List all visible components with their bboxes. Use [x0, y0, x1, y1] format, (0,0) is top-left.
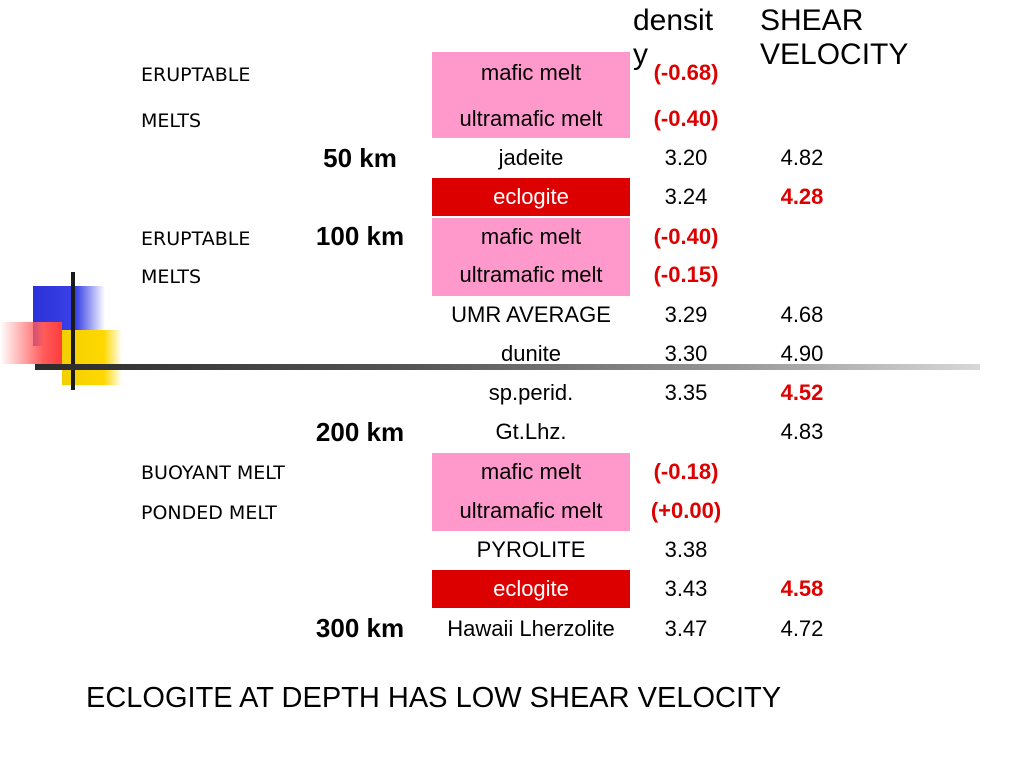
density-cell: 3.29 [664, 302, 708, 327]
density-cell: 3.35 [664, 380, 708, 405]
mineral-cell: Hawaii Lherzolite [447, 616, 615, 641]
note-ponded-melt: PONDED MELT [141, 502, 277, 524]
divider-line [35, 364, 980, 370]
note-eruptable: ERUPTABLE [141, 228, 251, 250]
shear-cell: 4.28 [780, 184, 824, 209]
depth-label-200km: 200 km [315, 417, 405, 447]
mineral-cell: mafic melt [480, 459, 582, 484]
mineral-cell: eclogite [432, 178, 630, 216]
shear-cell: 4.52 [780, 380, 824, 405]
density-cell: 3.38 [664, 537, 708, 562]
mineral-cell: ultramafic melt [459, 106, 603, 131]
density-cell: (-0.40) [653, 106, 719, 131]
density-cell: (-0.40) [653, 224, 719, 249]
density-cell: (-0.68) [653, 60, 719, 85]
density-cell: 3.43 [664, 576, 708, 601]
logo-vertical-line [71, 272, 75, 390]
shear-cell: 4.72 [780, 616, 824, 641]
logo-red-bar [0, 322, 62, 364]
density-cell: 3.20 [664, 145, 708, 170]
density-cell: (-0.18) [653, 459, 719, 484]
note-melts: MELTS [141, 110, 202, 132]
mineral-cell: Gt.Lhz. [495, 419, 567, 444]
density-header: densit y [633, 4, 714, 71]
mineral-cell: dunite [501, 341, 561, 366]
mineral-cell: PYROLITE [476, 537, 586, 562]
depth-label-50km: 50 km [323, 143, 397, 173]
melt-block-2 [432, 218, 630, 296]
mineral-cell: jadeite [498, 145, 564, 170]
mineral-cell: ultramafic melt [459, 498, 603, 523]
shear-cell: 4.90 [780, 341, 824, 366]
density-cell: (+0.00) [650, 498, 722, 523]
depth-label-100km: 100 km [315, 221, 405, 251]
mineral-cell: eclogite [432, 570, 630, 608]
depth-label-300km: 300 km [315, 613, 405, 643]
density-cell: 3.30 [664, 341, 708, 366]
mineral-cell: UMR AVERAGE [451, 302, 611, 327]
note-buoyant-melt: BUOYANT MELT [141, 462, 285, 484]
note-eruptable: ERUPTABLE [141, 64, 251, 86]
melt-block-3 [432, 453, 630, 531]
mineral-cell: ultramafic melt [459, 262, 603, 287]
footer-caption: ECLOGITE AT DEPTH HAS LOW SHEAR VELOCITY [86, 682, 782, 714]
shear-velocity-header: SHEAR VELOCITY [760, 4, 909, 71]
density-cell: (-0.15) [653, 262, 719, 287]
mineral-cell: mafic melt [480, 60, 582, 85]
melt-block-1 [432, 52, 630, 138]
shear-cell: 4.58 [780, 576, 824, 601]
shear-cell: 4.68 [780, 302, 824, 327]
mineral-cell: mafic melt [480, 224, 582, 249]
note-melts: MELTS [141, 266, 202, 288]
shear-cell: 4.82 [780, 145, 824, 170]
mineral-cell: sp.perid. [488, 380, 574, 405]
density-cell: 3.24 [664, 184, 708, 209]
shear-cell: 4.83 [780, 419, 824, 444]
density-cell: 3.47 [664, 616, 708, 641]
